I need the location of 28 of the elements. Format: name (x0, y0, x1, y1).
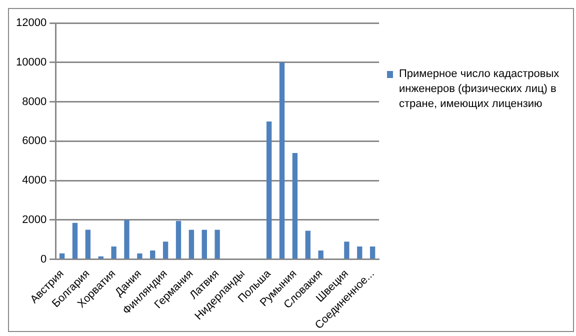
bar (214, 230, 220, 259)
bar (188, 230, 194, 259)
y-tick-label: 2000 (22, 214, 47, 226)
bar (176, 220, 182, 259)
bar (357, 246, 362, 259)
bar (72, 222, 78, 259)
y-tick-label: 10000 (16, 56, 47, 68)
bar (292, 152, 298, 259)
y-tick-label: 12000 (16, 17, 47, 30)
bar (124, 220, 130, 259)
bar (305, 230, 310, 259)
bar (370, 246, 376, 259)
y-tick-label: 8000 (22, 96, 47, 108)
bar (202, 230, 207, 259)
y-tick-label: 4000 (22, 174, 47, 187)
bar (59, 253, 65, 259)
y-tick-label: 6000 (22, 135, 47, 148)
bar (344, 242, 350, 259)
y-tick-label: 0 (40, 253, 47, 266)
bar (111, 246, 116, 259)
bar (162, 242, 168, 259)
bar (279, 62, 285, 259)
bar (137, 253, 142, 259)
legend-label: Примерное число кадастровых инженеров (физических лиц) в стране, имеющих лицензию (399, 67, 560, 112)
bar (318, 250, 324, 259)
bar (266, 121, 272, 259)
bar (85, 230, 91, 259)
bar (150, 250, 156, 259)
